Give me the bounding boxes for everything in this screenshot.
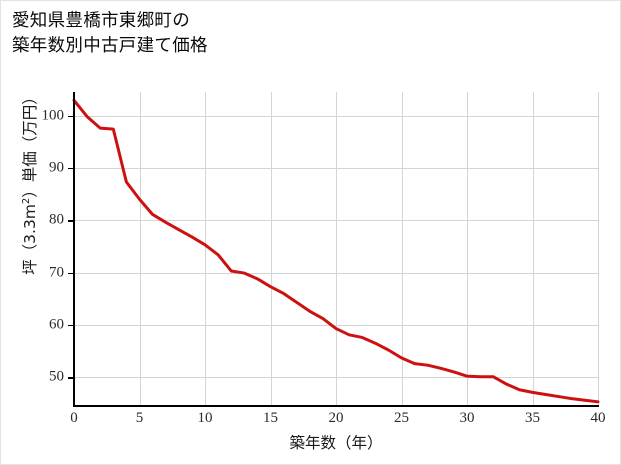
gridline-vertical <box>467 92 468 406</box>
y-tick-mark <box>68 377 73 379</box>
y-axis-label-pre: 坪（3.3m <box>21 204 39 275</box>
y-tick-label: 100 <box>41 107 65 124</box>
gridline-vertical <box>336 92 337 406</box>
y-tick-mark <box>68 167 73 170</box>
chart-title: 愛知県豊橋市東郷町の 築年数別中古戸建て価格 <box>12 11 208 56</box>
y-axis-label-superscript: 2 <box>20 197 32 205</box>
line-series-svg <box>72 98 600 404</box>
plot-area <box>72 92 600 406</box>
y-tick-label: 70 <box>49 264 64 281</box>
y-tick-mark <box>68 115 73 118</box>
x-tick-label: 10 <box>197 410 213 426</box>
x-tick-label: 30 <box>459 410 475 426</box>
y-tick-mark <box>68 324 73 327</box>
gridline-vertical <box>270 92 272 406</box>
x-tick-label: 35 <box>525 410 540 426</box>
y-axis-label: 坪（3.3m2）単価（万円） <box>18 47 40 317</box>
price-line-series <box>72 98 600 404</box>
gridline-vertical <box>205 92 206 406</box>
y-tick-mark <box>68 220 73 222</box>
x-tick-label: 15 <box>263 410 278 426</box>
y-tick-mark <box>68 272 73 275</box>
x-tick-label: 5 <box>135 410 144 426</box>
x-tick-label: 20 <box>328 410 344 426</box>
gridline-vertical <box>598 92 599 406</box>
y-axis-label-post: ）単価（万円） <box>21 89 39 198</box>
y-tick-label: 90 <box>49 159 64 176</box>
y-axis-line <box>73 92 75 407</box>
y-tick-label: 60 <box>49 316 64 333</box>
x-axis-line <box>73 405 599 407</box>
x-axis-label: 築年数（年） <box>289 434 383 452</box>
x-tick-label: 0 <box>70 410 78 426</box>
y-tick-label: 50 <box>49 368 64 385</box>
gridline-vertical <box>139 92 141 406</box>
y-tick-label: 80 <box>49 211 64 228</box>
x-tick-label: 25 <box>394 410 409 426</box>
gridline-vertical <box>401 92 403 406</box>
x-tick-label: 40 <box>590 410 606 426</box>
gridline-vertical <box>532 92 534 406</box>
